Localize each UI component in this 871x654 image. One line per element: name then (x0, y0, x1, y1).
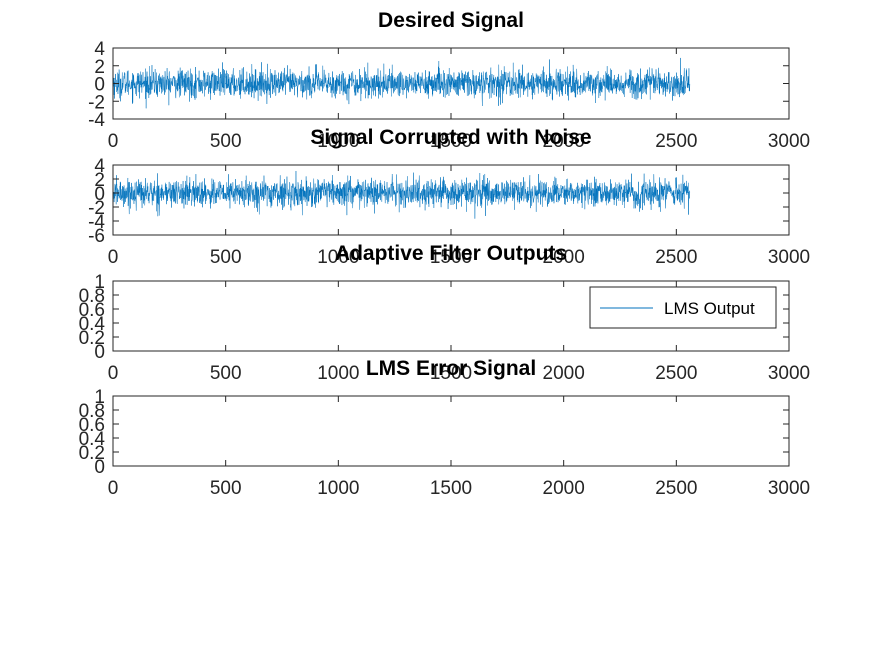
x-tick-label: 1000 (317, 247, 359, 268)
legend-label: LMS Output (664, 299, 755, 318)
y-tick-label: -4 (88, 212, 105, 233)
y-tick-label: 0.8 (79, 401, 105, 422)
x-tick-label: 500 (210, 363, 242, 384)
x-tick-label: 500 (210, 131, 242, 152)
y-tick-label: 0.2 (79, 328, 105, 349)
y-tick-label: 0 (94, 184, 105, 205)
x-tick-label: 0 (108, 363, 119, 384)
legend: LMS Output (589, 286, 777, 329)
y-tick-label: 0.8 (79, 286, 105, 307)
x-tick-label: 1500 (430, 363, 472, 384)
x-tick-label: 500 (210, 247, 242, 268)
y-tick-label: -6 (88, 226, 105, 247)
subplot-title: Adaptive Filter Outputs (335, 242, 567, 265)
x-tick-label: 1000 (317, 131, 359, 152)
x-tick-label: 0 (108, 478, 119, 499)
y-tick-label: 0 (94, 457, 105, 478)
subplot-3: 0 500 1000 1500 2000 2500 300000.20.40.60.81Ad… (79, 242, 811, 384)
y-tick-label: 4 (94, 156, 105, 177)
y-tick-label: -2 (88, 198, 105, 219)
x-tick-label: 1500 (430, 478, 472, 499)
x-tick-label: 2500 (655, 363, 697, 384)
y-tick-label: 1 (94, 272, 105, 293)
x-tick-label: 1500 (430, 131, 472, 152)
y-tick-label: -2 (88, 92, 105, 113)
y-tick-label: 0.4 (79, 314, 106, 335)
y-tick-label: 0.2 (79, 443, 105, 464)
x-tick-label: 3000 (768, 478, 810, 499)
x-tick-label: 0 (108, 131, 119, 152)
y-tick-label: 2 (94, 57, 105, 78)
x-tick-label: 3000 (768, 247, 810, 268)
x-tick-label: 2000 (543, 363, 585, 384)
subplot-4: 0 500 1000 1500 2000 2500 300000.20.40.60.81LM… (79, 357, 811, 499)
x-tick-label: 2500 (655, 131, 697, 152)
y-tick-label: 0.6 (79, 300, 105, 321)
subplot-title: LMS Error Signal (366, 357, 536, 380)
plot-area (113, 396, 789, 466)
x-tick-label: 500 (210, 478, 242, 499)
y-tick-label: 1 (94, 387, 105, 408)
subplot-title: Signal Corrupted with Noise (310, 126, 591, 149)
x-tick-label: 1500 (430, 247, 472, 268)
y-tick-label: 0 (94, 342, 105, 363)
x-tick-label: 2500 (655, 247, 697, 268)
x-tick-label: 2000 (543, 247, 585, 268)
x-tick-label: 3000 (768, 131, 810, 152)
x-tick-label: 2000 (543, 478, 585, 499)
x-tick-label: 3000 (768, 363, 810, 384)
x-tick-label: 0 (108, 247, 119, 268)
subplot-title: Desired Signal (378, 9, 524, 32)
series-line (113, 170, 691, 219)
y-tick-label: 0 (94, 75, 105, 96)
series-line (113, 57, 691, 109)
y-tick-label: -4 (88, 110, 105, 131)
x-tick-label: 2500 (655, 478, 697, 499)
subplot-2: 0 500 1000 1500 2000 2500 3000-6-4-2024Signal … (88, 126, 810, 268)
y-tick-label: 0.4 (79, 429, 106, 450)
y-tick-label: 2 (94, 170, 105, 191)
x-tick-label: 1000 (317, 478, 359, 499)
x-tick-label: 1000 (317, 363, 359, 384)
x-tick-label: 2000 (543, 131, 585, 152)
y-tick-label: 4 (94, 39, 105, 60)
y-tick-label: 0.6 (79, 415, 105, 436)
